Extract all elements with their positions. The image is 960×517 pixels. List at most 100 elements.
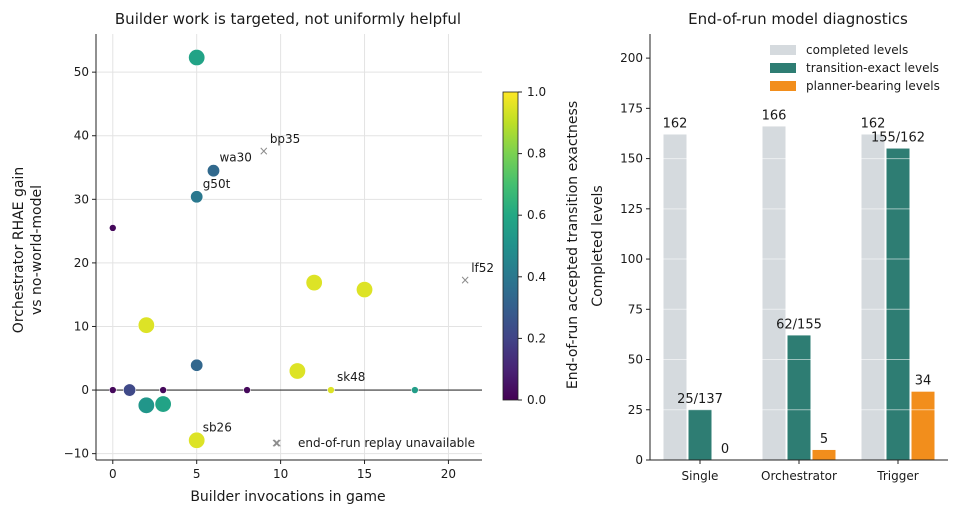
scatter-point-label: bp35 [270, 132, 301, 146]
scatter-panel: Builder work is targeted, not uniformly … [11, 10, 494, 505]
bar-panel: End-of-run model diagnostics 02550751001… [590, 10, 948, 483]
scatter-x-tick-label: 0 [109, 467, 117, 481]
scatter-unavailable-marker: × [460, 273, 470, 287]
scatter-y-tick-label: 20 [74, 256, 89, 270]
bar-y-tick-label: 75 [628, 302, 643, 316]
scatter-axes [95, 34, 482, 461]
scatter-point [188, 49, 206, 67]
bar-y-tick-label: 25 [628, 403, 643, 417]
bar-y-axis-label: Completed levels [590, 185, 606, 306]
bar [911, 391, 935, 460]
scatter-ticks: 0 5 10 15 20 −10 0 10 20 30 40 50 [64, 65, 456, 481]
bar-x-tick-label: Trigger [876, 469, 918, 483]
colorbar-label: End-of-run accepted transition exactness [565, 101, 581, 389]
scatter-y-tick-label: 10 [74, 319, 89, 333]
scatter-point [137, 316, 155, 334]
scatter-point-label: lf52 [471, 261, 494, 275]
scatter-y-tick-label: −10 [64, 447, 89, 461]
scatter-y-tick-label: 40 [74, 129, 89, 143]
bar-value-label: 166 [762, 108, 787, 123]
bar-value-label: 162 [663, 116, 688, 131]
colorbar-tick-label: 1.0 [527, 85, 546, 99]
scatter-point [243, 386, 251, 394]
scatter-unavailable-marker: × [272, 436, 282, 450]
scatter-point-label: g50t [203, 177, 231, 191]
scatter-unavailable-marker: × [259, 144, 269, 158]
bar-y-tick-label: 175 [620, 101, 643, 115]
bar-value-label: 62/155 [776, 317, 822, 332]
bar-marks [663, 126, 935, 461]
scatter-point-label: wa30 [219, 151, 251, 165]
scatter-point [108, 386, 117, 394]
bar-y-tick-label: 0 [635, 453, 643, 467]
bar-y-tick-label: 50 [628, 353, 643, 367]
scatter-point [356, 281, 374, 299]
scatter-point-label: sb26 [203, 420, 232, 434]
scatter-y-axis-label-line2: vs no-world-model [29, 185, 45, 315]
bar-value-label: 5 [820, 432, 828, 447]
bar-x-tick-label: Orchestrator [761, 469, 837, 483]
scatter-point [327, 386, 335, 394]
bar-value-label: 25/137 [677, 392, 723, 407]
bar-legend-swatch [770, 45, 796, 55]
scatter-gridlines [96, 34, 482, 460]
scatter-point [305, 274, 323, 292]
scatter-y-axis-label-line1: Orchestrator RHAE gain [11, 167, 27, 333]
bar-y-tick-label: 100 [620, 252, 643, 266]
scatter-x-tick-label: 20 [441, 467, 456, 481]
colorbar-gradient [502, 91, 519, 401]
scatter-x-tick-label: 5 [193, 467, 201, 481]
scatter-x-tick-label: 15 [357, 467, 372, 481]
bar-x-tick-label: Single [682, 469, 719, 483]
scatter-legend-label: end-of-run replay unavailable [298, 436, 475, 450]
scatter-point [188, 431, 206, 449]
bar-legend-swatch [770, 81, 796, 91]
colorbar-tick-label: 0.2 [527, 331, 546, 345]
bar-title: End-of-run model diagnostics [688, 10, 908, 28]
bar-y-tick-label: 150 [620, 152, 643, 166]
bar-y-tick-label: 200 [620, 51, 643, 65]
bar-y-tick-label: 125 [620, 202, 643, 216]
colorbar: 0.0 0.2 0.4 0.6 0.8 1.0 End-of-run accepted t… [502, 85, 581, 407]
scatter-point [190, 358, 204, 372]
bar [886, 148, 910, 461]
colorbar-ticks: 0.0 0.2 0.4 0.6 0.8 1.0 [518, 85, 546, 407]
bar-legend-label: transition-exact levels [806, 61, 939, 75]
bar-legend-label: completed levels [806, 43, 908, 57]
scatter-x-axis-label: Builder invocations in game [190, 489, 385, 505]
bar-value-labels: 162 166 162 25/137 62/155 155/162 0 5 34 [663, 108, 932, 457]
bar [812, 449, 836, 460]
bar-value-label: 0 [721, 442, 729, 457]
bar [861, 134, 885, 461]
scatter-point [154, 395, 172, 413]
bar-legend: completed levels transition-exact levels p… [770, 43, 940, 93]
scatter-x-tick-label: 10 [273, 467, 288, 481]
scatter-point [190, 190, 204, 204]
scatter-point [137, 396, 155, 414]
scatter-point-label: sk48 [337, 370, 365, 384]
colorbar-tick-label: 0.0 [527, 393, 546, 407]
bar [787, 335, 811, 460]
scatter-legend-marker: × [271, 436, 281, 450]
bar-value-label: 34 [915, 374, 932, 389]
bar [688, 409, 712, 460]
bar-value-label: 155/162 [871, 131, 925, 146]
scatter-point [288, 362, 306, 380]
colorbar-tick-label: 0.4 [527, 270, 546, 284]
scatter-point [411, 386, 419, 394]
scatter-point [123, 383, 137, 397]
scatter-title: Builder work is targeted, not uniformly … [115, 10, 461, 28]
scatter-y-tick-label: 0 [81, 383, 89, 397]
bar-legend-label: planner-bearing levels [806, 79, 940, 93]
scatter-y-tick-label: 30 [74, 192, 89, 206]
bar-legend-swatch [770, 63, 796, 73]
colorbar-tick-label: 0.6 [527, 208, 546, 222]
bar [762, 126, 786, 460]
scatter-point [159, 386, 167, 394]
scatter-legend: × end-of-run replay unavailable [271, 436, 475, 450]
scatter-y-tick-label: 50 [74, 65, 89, 79]
bar-value-label: 162 [861, 116, 886, 131]
